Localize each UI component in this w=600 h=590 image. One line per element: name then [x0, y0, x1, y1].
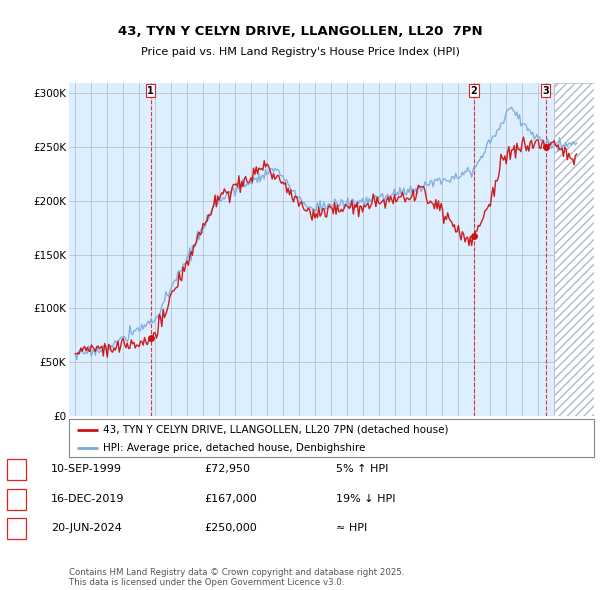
Text: Price paid vs. HM Land Registry's House Price Index (HPI): Price paid vs. HM Land Registry's House … — [140, 47, 460, 57]
Text: ≈ HPI: ≈ HPI — [336, 523, 367, 533]
Text: 16-DEC-2019: 16-DEC-2019 — [51, 494, 125, 503]
Text: 1: 1 — [147, 86, 154, 96]
Text: 43, TYN Y CELYN DRIVE, LLANGOLLEN, LL20  7PN: 43, TYN Y CELYN DRIVE, LLANGOLLEN, LL20 … — [118, 25, 482, 38]
Bar — [554, 83, 594, 416]
Text: 2: 2 — [470, 86, 477, 96]
Text: 43, TYN Y CELYN DRIVE, LLANGOLLEN, LL20 7PN (detached house): 43, TYN Y CELYN DRIVE, LLANGOLLEN, LL20 … — [103, 425, 449, 435]
Text: HPI: Average price, detached house, Denbighshire: HPI: Average price, detached house, Denb… — [103, 442, 365, 453]
Text: 1: 1 — [13, 464, 20, 474]
Text: £72,950: £72,950 — [204, 464, 250, 474]
Text: £250,000: £250,000 — [204, 523, 257, 533]
Text: Contains HM Land Registry data © Crown copyright and database right 2025.
This d: Contains HM Land Registry data © Crown c… — [69, 568, 404, 587]
Text: 3: 3 — [13, 523, 20, 533]
Text: £167,000: £167,000 — [204, 494, 257, 503]
Text: 3: 3 — [542, 86, 549, 96]
Text: 20-JUN-2024: 20-JUN-2024 — [51, 523, 122, 533]
Text: 2: 2 — [13, 494, 20, 503]
Text: 10-SEP-1999: 10-SEP-1999 — [51, 464, 122, 474]
Text: 5% ↑ HPI: 5% ↑ HPI — [336, 464, 388, 474]
Text: 19% ↓ HPI: 19% ↓ HPI — [336, 494, 395, 503]
